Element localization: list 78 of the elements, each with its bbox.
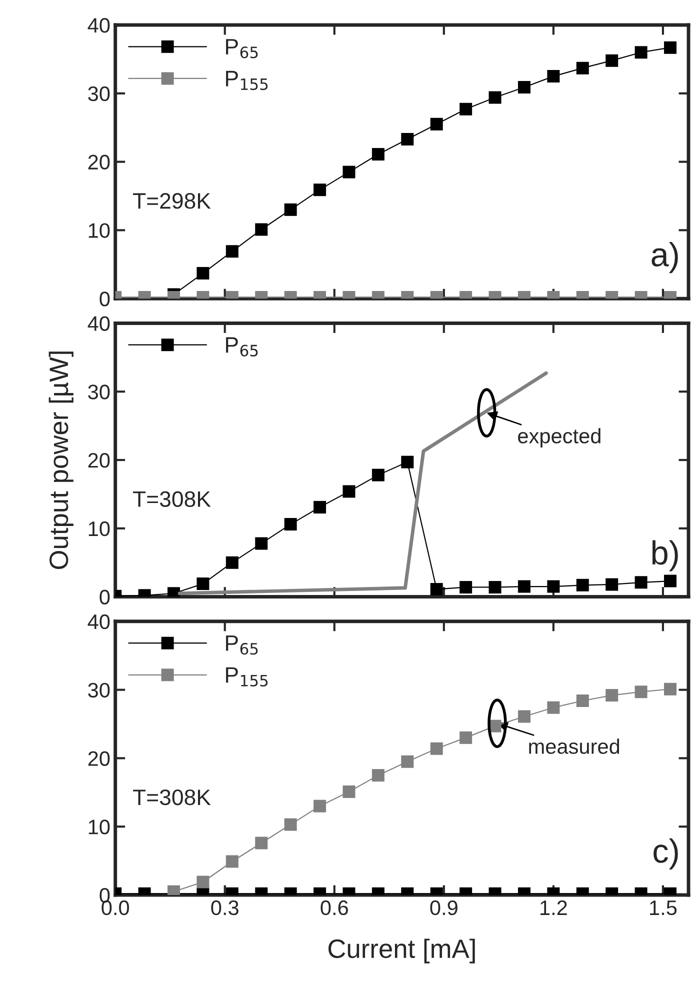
legend-label: P$_{65}$ [226,39,258,58]
point [488,91,502,104]
y-tick-label: 20 [88,453,110,468]
y-tick-label: 0 [100,590,110,605]
y-tick-label: 30 [88,682,110,698]
point [255,537,268,550]
x-tick-label: 1.5 [650,900,677,916]
point [460,731,472,744]
annotation: T=298K [133,193,211,209]
point [606,54,618,67]
legend-label: P$_{65}$ [226,337,258,356]
x-tick-label: 0.9 [430,900,458,916]
point [430,118,443,130]
point [460,580,472,594]
y-tick-label: 40 [88,18,110,33]
y-tick-label: 10 [88,820,110,834]
point [226,556,238,569]
point [606,689,618,702]
annotation: a) [652,242,678,274]
point [460,102,472,116]
point [284,818,297,831]
point [372,769,384,782]
point [284,518,297,531]
y-tick-label: 10 [88,223,110,238]
point [576,578,589,592]
y-tick-label: 40 [88,316,110,331]
point [314,800,326,812]
point [430,742,443,755]
y-tick-label: 20 [88,154,110,170]
x-tick-label: 1.2 [540,900,567,915]
point [401,755,414,768]
point [518,580,530,593]
legend-label: P$_{155}$ [226,667,268,686]
point [196,578,210,590]
y-tick-label: 30 [88,86,110,102]
point [664,574,677,588]
y-axis-title: Output power [µW] [48,352,74,570]
point [576,62,589,74]
point [634,576,648,589]
point [664,682,677,696]
point [372,148,384,161]
point [664,41,677,54]
annotation: T=308K [133,491,211,508]
point [342,166,356,178]
x-tick-label: 0.3 [211,900,238,916]
point [342,485,356,498]
annotation: c) [654,838,678,870]
point [284,203,297,216]
point [314,184,326,196]
point [314,500,326,514]
point [547,701,560,714]
point [430,583,443,596]
legend-label: P$_{65}$ [226,636,258,655]
annotation: measured [529,738,620,754]
y-tick-label: 0 [100,292,110,306]
point [488,580,502,594]
annotation: expected [518,428,600,448]
point [576,694,589,708]
legend-label: P$_{155}$ [226,70,268,90]
point [547,580,560,593]
point [547,70,560,83]
y-tick-label: 30 [88,384,110,400]
point [401,456,414,468]
point [606,578,618,591]
point [401,132,414,146]
y-tick-label: 40 [88,614,110,630]
annotation: T=308K [133,789,211,806]
point [518,710,530,723]
annotation: b) [652,540,678,572]
x-tick-label: 0.6 [320,900,348,916]
y-tick-label: 20 [88,751,110,766]
point [634,686,648,698]
point [518,80,530,94]
point [634,46,648,59]
x-axis-title: Current [mA] [328,938,475,964]
point [372,468,384,482]
y-tick-label: 10 [88,521,110,536]
point [342,785,356,798]
